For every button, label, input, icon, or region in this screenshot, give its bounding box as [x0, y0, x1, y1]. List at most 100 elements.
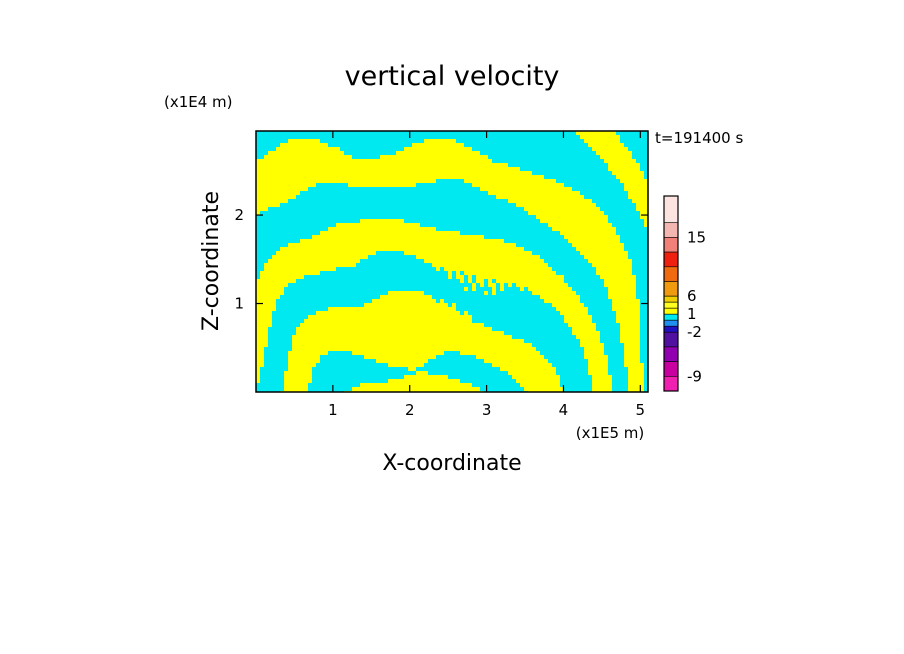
field-cell [620, 323, 640, 327]
field-cell [580, 251, 628, 255]
field-cell [492, 287, 496, 291]
colorbar-band [663, 307, 679, 315]
field-cell [616, 175, 644, 179]
field-cell [288, 363, 316, 367]
field-cell [508, 283, 512, 287]
field-cell [584, 351, 604, 355]
field-cell [352, 387, 480, 391]
x-axis-label: X-coordinate [382, 451, 521, 476]
field-cell [256, 187, 308, 191]
field-cell [256, 375, 260, 379]
field-cell [628, 191, 648, 195]
field-cell [364, 355, 436, 359]
field-cell [500, 367, 556, 371]
field-cell [364, 303, 448, 307]
field-cell [268, 151, 344, 155]
field-cell [284, 383, 308, 387]
field-cell [508, 371, 556, 375]
x-unit-label: (x1E5 m) [576, 424, 645, 442]
x-tick-label: 1 [328, 401, 338, 419]
field-cell [256, 303, 276, 307]
field-cell [584, 347, 604, 351]
field-cell [256, 279, 296, 283]
field-cell [404, 375, 448, 379]
field-cell [256, 319, 272, 323]
colorbar-label: 6 [687, 287, 697, 305]
field-cell [612, 303, 640, 307]
colorbar-band [663, 251, 679, 268]
field-cell [496, 195, 584, 199]
field-cell [644, 223, 648, 227]
field-cell [292, 343, 532, 347]
colorbar-band [663, 325, 679, 333]
time-label: t=191400 s [655, 129, 743, 147]
field-cell [472, 283, 476, 287]
field-cell [556, 307, 588, 311]
field-cell [624, 343, 640, 347]
field-cell [256, 167, 520, 171]
colorbar-band [663, 319, 679, 327]
field-cell [308, 315, 472, 319]
field-cell [280, 247, 524, 251]
field-cell [608, 163, 640, 167]
field-cell [564, 319, 592, 323]
field-cell [552, 227, 616, 231]
field-cell [500, 287, 504, 291]
field-cell [520, 287, 524, 291]
field-cell [572, 327, 596, 331]
field-cell [608, 287, 636, 291]
field-cell [580, 343, 604, 347]
y-axis: 12 [234, 206, 648, 313]
field-cell [628, 387, 644, 391]
field-cell [408, 367, 416, 371]
field-cell [256, 171, 532, 175]
field-cell [576, 335, 600, 339]
field-cell [620, 327, 640, 331]
field-cell [620, 335, 640, 339]
field-cell [624, 347, 640, 351]
field-cell [636, 207, 648, 211]
field-cell [256, 291, 284, 295]
field-cell [600, 155, 632, 159]
field-cell [544, 299, 580, 303]
field-cell [480, 187, 572, 191]
field-cell [296, 327, 492, 331]
field-cell [560, 311, 588, 315]
field-cell [256, 295, 280, 299]
field-cell [460, 279, 464, 283]
colorbar-label: -2 [687, 323, 702, 341]
field-cell [592, 375, 612, 379]
field-cell [276, 251, 376, 255]
field-cell [288, 367, 312, 371]
field-cell [488, 191, 580, 195]
x-axis: 1 2 3 4 5 [328, 131, 645, 419]
field-cell [588, 367, 608, 371]
field-cell [276, 147, 340, 151]
field-cell [256, 331, 268, 335]
field-cell [516, 379, 560, 383]
field-cell [292, 335, 512, 339]
field-cell [576, 247, 624, 251]
field-cell [372, 299, 436, 303]
field-cell [588, 359, 608, 363]
field-cell [612, 307, 640, 311]
field-cell [552, 303, 584, 307]
field-cell [444, 267, 552, 271]
field-cell [288, 351, 328, 355]
field-cell [540, 295, 580, 299]
field-cell [640, 215, 648, 219]
field-cell [256, 159, 492, 163]
colorbar-band [663, 301, 679, 309]
field-cell [476, 355, 544, 359]
field-cell [424, 139, 456, 143]
field-cell [616, 315, 640, 319]
field-cell [588, 363, 608, 367]
field-cell [464, 287, 468, 291]
field-cell [524, 207, 600, 211]
field-cell [256, 283, 288, 287]
field-cell [284, 371, 312, 375]
field-cell [264, 155, 352, 159]
field-cell [256, 211, 260, 215]
field-cell [336, 223, 420, 227]
